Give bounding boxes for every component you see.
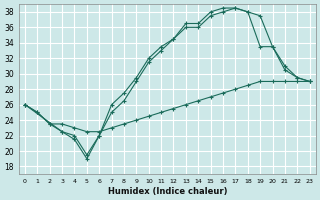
- X-axis label: Humidex (Indice chaleur): Humidex (Indice chaleur): [108, 187, 227, 196]
